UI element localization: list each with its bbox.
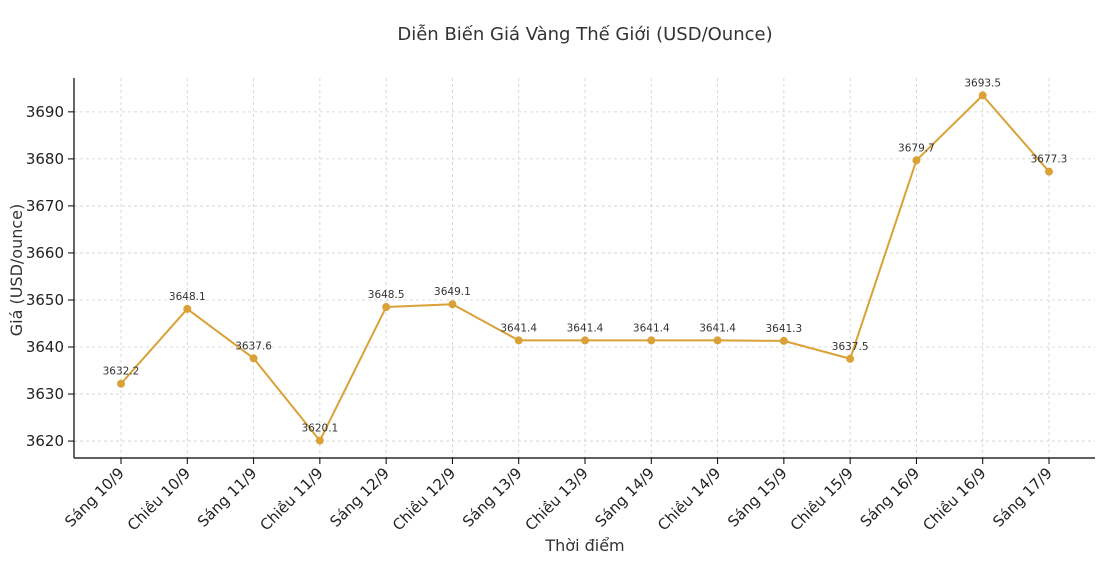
x-tick-label: Sáng 11/9: [194, 464, 261, 531]
x-tick-label: Chiều 10/9: [124, 464, 194, 534]
x-tick-label: Sáng 17/9: [989, 464, 1056, 531]
data-point: [1045, 167, 1053, 176]
data-point: [117, 379, 125, 388]
data-point: [581, 336, 589, 345]
data-point: [448, 300, 457, 309]
y-tick-label: 3680: [26, 150, 64, 168]
data-point: [647, 336, 656, 345]
y-axis-label: Giá (USD/ounce): [7, 204, 26, 337]
y-tick-label: 3630: [26, 385, 64, 403]
ticks-layer: 3620 3630 3640 3650 3660 3670 3680 3690 Sáng 10/…: [26, 103, 1056, 534]
x-tick-label: Chiều 16/9: [919, 464, 989, 534]
data-point: [846, 354, 855, 363]
y-tick-label: 3660: [26, 244, 64, 262]
x-tick-label: Chiều 12/9: [389, 464, 459, 534]
data-label: 3641.4: [500, 322, 537, 334]
x-tick-label: Sáng 13/9: [459, 464, 526, 531]
x-tick-label: Chiều 15/9: [787, 464, 857, 534]
data-label: 3649.1: [434, 286, 471, 298]
data-labels-layer: 3632.2 3648.1 3637.6 3620.1 3648.5 3649.1 3641…: [103, 77, 1068, 434]
data-label: 3641.3: [765, 323, 802, 335]
x-tick-label: Sáng 16/9: [857, 464, 924, 531]
x-tick-label: Chiều 13/9: [522, 464, 592, 534]
data-label: 3641.4: [567, 322, 604, 334]
data-point: [249, 354, 258, 363]
data-label: 3679.7: [898, 142, 935, 154]
data-point: [514, 336, 523, 345]
data-point: [978, 91, 987, 100]
y-tick-label: 3650: [26, 291, 64, 309]
data-label: 3677.3: [1031, 154, 1068, 166]
data-label: 3632.2: [103, 366, 140, 378]
data-label: 3641.4: [699, 322, 736, 334]
data-label: 3648.5: [368, 289, 405, 301]
x-tick-label: Sáng 12/9: [326, 464, 393, 531]
data-label: 3693.5: [964, 77, 1001, 89]
data-label: 3637.5: [832, 341, 869, 353]
x-tick-label: Sáng 14/9: [592, 464, 659, 531]
chart-title: Diễn Biến Giá Vàng Thế Giới (USD/Ounce): [397, 24, 772, 45]
data-label: 3620.1: [301, 423, 338, 435]
data-point: [779, 336, 788, 345]
y-tick-label: 3640: [26, 338, 64, 356]
y-tick-label: 3620: [26, 432, 64, 450]
x-axis-label: Thời điểm: [544, 536, 624, 555]
data-point: [183, 304, 192, 313]
y-tick-label: 3670: [26, 197, 64, 215]
data-point: [912, 156, 921, 165]
data-point: [382, 303, 391, 312]
x-tick-label: Sáng 15/9: [724, 464, 791, 531]
data-point: [713, 336, 722, 345]
x-tick-label: Sáng 10/9: [61, 464, 128, 531]
grid-layer: [74, 78, 1095, 458]
data-label: 3641.4: [633, 322, 670, 334]
x-tick-label: Chiều 14/9: [654, 464, 724, 534]
x-tick-label: Chiều 11/9: [256, 464, 326, 534]
data-label: 3648.1: [169, 291, 206, 303]
series-layer: [117, 91, 1053, 445]
data-point: [315, 436, 324, 445]
y-tick-label: 3690: [26, 103, 64, 121]
data-label: 3637.6: [235, 340, 272, 352]
